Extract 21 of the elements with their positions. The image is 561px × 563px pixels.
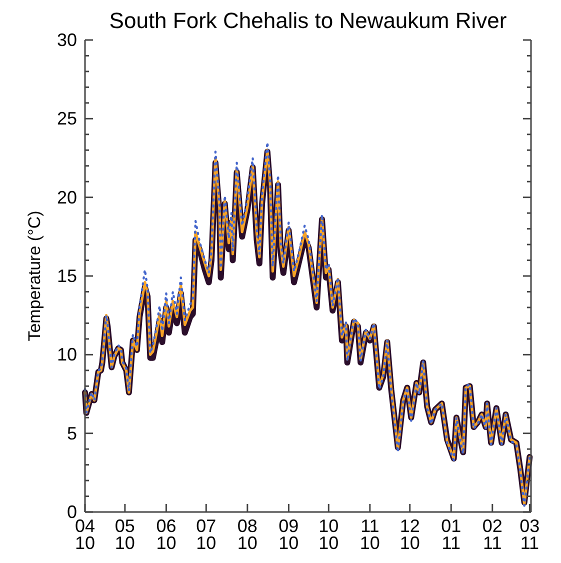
x-tick-label: 07 10 xyxy=(196,516,216,553)
y-tick-label: 10 xyxy=(56,344,77,365)
x-tick-label: 11 10 xyxy=(360,516,380,553)
y-tick-label: 25 xyxy=(56,108,77,129)
x-tick-label: 06 10 xyxy=(156,516,176,553)
x-tick-label: 12 10 xyxy=(400,516,420,553)
y-tick-label: 5 xyxy=(66,423,77,444)
x-tick-label: 10 10 xyxy=(318,516,339,553)
x-tick-label: 09 10 xyxy=(278,516,299,553)
y-tick-label: 0 xyxy=(66,502,77,522)
x-tick-label: 05 10 xyxy=(114,516,135,553)
x-tick-label: 08 10 xyxy=(237,516,258,553)
y-axis-title: Temperature (°C) xyxy=(25,210,44,342)
y-tick-label: 20 xyxy=(56,187,77,208)
x-tick-label: 03 11 xyxy=(520,516,540,553)
x-tick-label: 02 11 xyxy=(482,516,502,553)
chart-title: South Fork Chehalis to Newaukum River xyxy=(109,8,507,33)
x-tick-label: 04 10 xyxy=(74,516,96,553)
y-tick-label: 30 xyxy=(56,30,77,50)
x-tick-label: 01 11 xyxy=(441,516,462,553)
y-tick-label: 15 xyxy=(56,266,77,286)
